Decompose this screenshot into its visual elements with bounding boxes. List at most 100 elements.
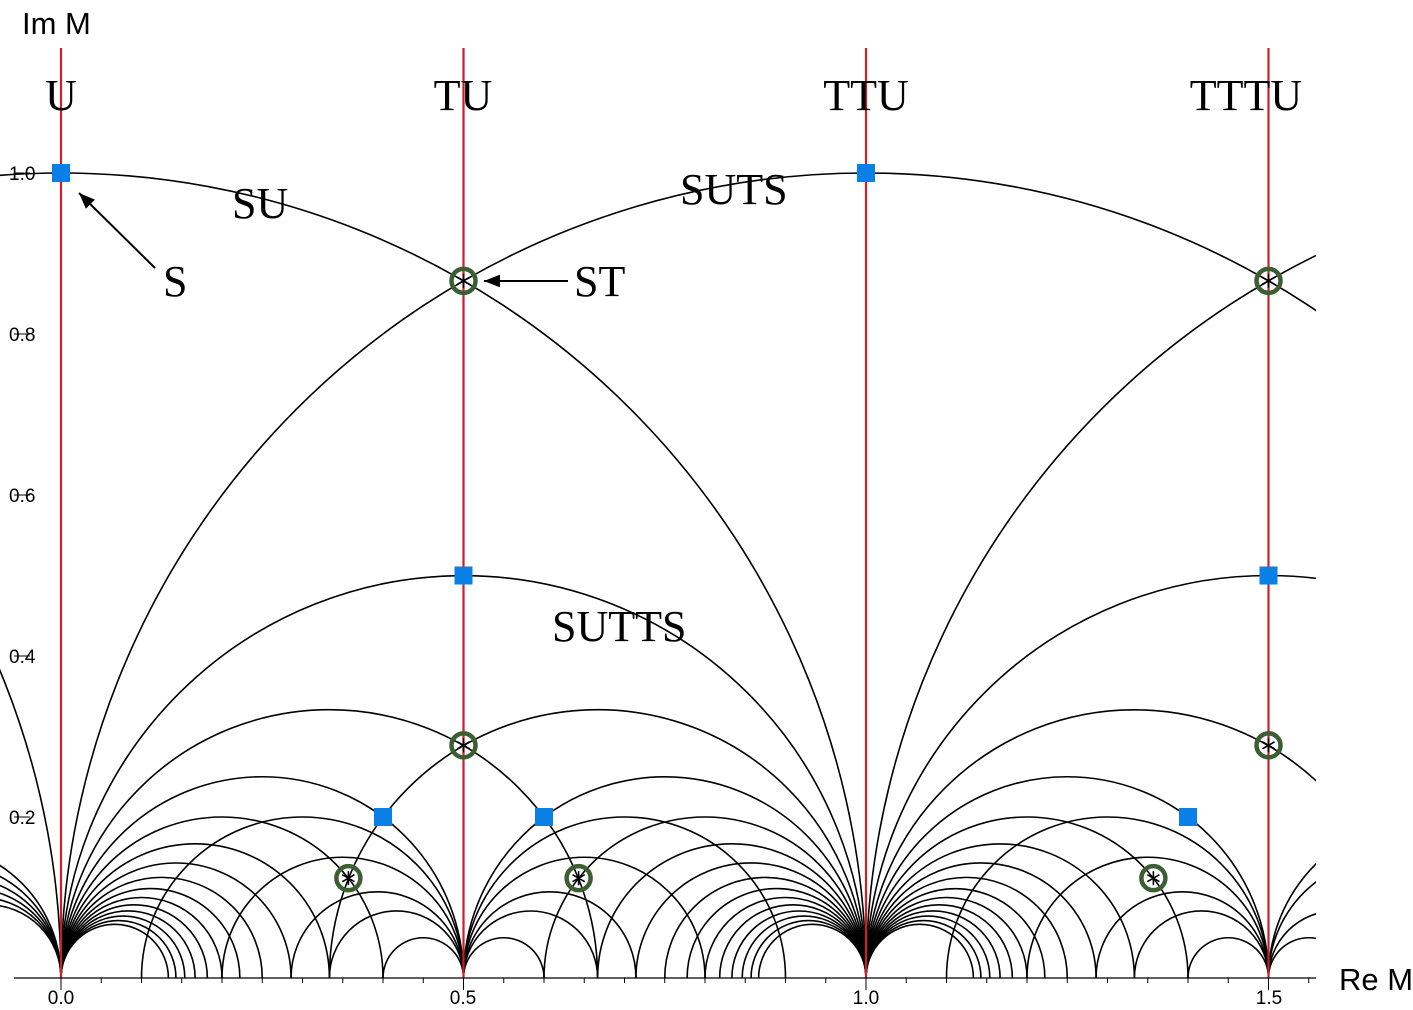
annotation-st: ST: [574, 257, 625, 306]
geodesic-arc: [462, 775, 867, 978]
circle-fixed-point: [564, 863, 593, 893]
x-tick-label: 0.0: [48, 988, 74, 1009]
geodesic-arc: [1267, 881, 1316, 978]
x-axis-label: Re M: [1339, 962, 1413, 997]
square-fixed-point: [1259, 566, 1278, 585]
geodesic-arc: [865, 923, 975, 978]
geodesic-arc: [60, 923, 170, 978]
geodesic-arc: [462, 910, 599, 978]
asterisk-stroke: [457, 276, 470, 286]
geodesic-arc: [1133, 910, 1270, 978]
y-ticks: [14, 172, 30, 818]
x-tick-label: 1.5: [1256, 988, 1282, 1009]
geodesic-arc: [462, 856, 706, 978]
geodesic-arc: [865, 574, 1316, 978]
geodesic-arc: [60, 775, 465, 978]
geodesic-arc: [0, 668, 62, 978]
square-fixed-point: [374, 808, 392, 826]
geodesic-arc: [60, 708, 599, 978]
geodesic-arc: [328, 910, 465, 978]
geodesic-arc: [1095, 891, 1270, 978]
geodesic-arc: [0, 905, 62, 978]
y-tick-label: 0.4: [9, 647, 36, 668]
x-tick-label: 0.5: [450, 988, 476, 1009]
geodesic-arc: [1267, 936, 1316, 978]
square-fixed-point: [857, 164, 875, 182]
geodesic-arc: [60, 816, 384, 978]
circle-fixed-point: [1254, 731, 1283, 760]
asterisk-stroke: [572, 873, 586, 883]
square-fixed-point: [52, 164, 70, 182]
y-axis-label: Im M: [22, 6, 91, 41]
arrow-s: [78, 192, 156, 269]
asterisk-stroke: [457, 741, 470, 750]
geodesic-arc: [0, 864, 62, 978]
geodesic-arc: [865, 876, 1069, 978]
geodesic-arc: [865, 775, 1270, 978]
geodesic-arc: [60, 876, 264, 978]
geodesic-arc: [462, 890, 637, 978]
line-label-tu: TU: [434, 71, 493, 120]
region-label-suts: SUTS: [680, 165, 788, 214]
circle-fixed-point: [449, 266, 478, 296]
geodesic-arc: [945, 816, 1270, 978]
square-fixed-point: [535, 808, 553, 826]
geodesic-arc: [1267, 862, 1316, 978]
geodesic-arc: [0, 884, 62, 978]
circle-fixed-point: [1254, 266, 1283, 296]
geodesic-arc: [686, 887, 867, 978]
geodesic-arc: [60, 172, 1316, 978]
geodesic-arc: [0, 892, 62, 978]
geodesic-curves: [0, 172, 1316, 978]
geodesic-arc: [865, 709, 1316, 978]
asterisk-stroke: [1262, 741, 1275, 750]
geodesic-arc: [663, 876, 867, 978]
geodesic-arc: [0, 875, 62, 978]
geodesic-arc: [60, 887, 241, 978]
geodesic-arc: [1026, 856, 1270, 978]
geodesic-arc: [290, 890, 465, 978]
geodesic-arc: [1187, 936, 1270, 978]
geodesic-arc: [757, 923, 867, 978]
y-tick-label: 1.0: [9, 164, 35, 185]
asterisk-stroke: [1146, 873, 1160, 883]
geodesic-arc: [865, 254, 1316, 978]
line-label-tttu: TTTU: [1190, 71, 1302, 120]
asterisk-stroke: [1262, 276, 1275, 286]
geodesic-arc: [328, 708, 867, 978]
square-fixed-point: [454, 566, 473, 585]
vertical-lines: [59, 48, 1270, 978]
circle-fixed-point: [334, 863, 363, 893]
geodesic-arc: [635, 862, 867, 978]
geodesic-arc: [865, 862, 1097, 978]
geodesic-arc: [1267, 913, 1316, 978]
geodesic-arc: [60, 843, 331, 978]
region-label-su: SU: [232, 179, 288, 228]
geodesic-arc: [543, 816, 867, 978]
line-label-u: U: [45, 71, 77, 120]
circle-fixed-point: [1139, 863, 1168, 893]
geodesic-arc: [462, 936, 545, 978]
geodesic-arc: [0, 172, 867, 978]
y-tick-label: 0.2: [9, 808, 35, 829]
annotation-s: S: [163, 257, 187, 306]
geodesic-arc: [865, 888, 1046, 978]
line-label-ttu: TTU: [823, 71, 909, 120]
region-label-sutts: SUTTS: [552, 602, 686, 651]
geodesic-arc: [865, 843, 1136, 978]
x-tick-label: 1.0: [853, 988, 879, 1009]
asterisk-stroke: [341, 873, 355, 883]
geodesic-arc: [60, 862, 292, 978]
geodesic-arc: [596, 843, 867, 978]
geodesic-arc: [221, 856, 465, 978]
x-ticks: [60, 978, 1310, 990]
y-tick-label: 0.6: [9, 486, 35, 507]
geodesic-arc: [140, 816, 465, 978]
y-tick-label: 0.8: [9, 325, 35, 346]
geodesic-arc: [382, 936, 465, 978]
fixed-point-markers: [52, 164, 1283, 893]
geodesic-arc: [462, 816, 787, 978]
circle-fixed-point: [449, 731, 478, 760]
